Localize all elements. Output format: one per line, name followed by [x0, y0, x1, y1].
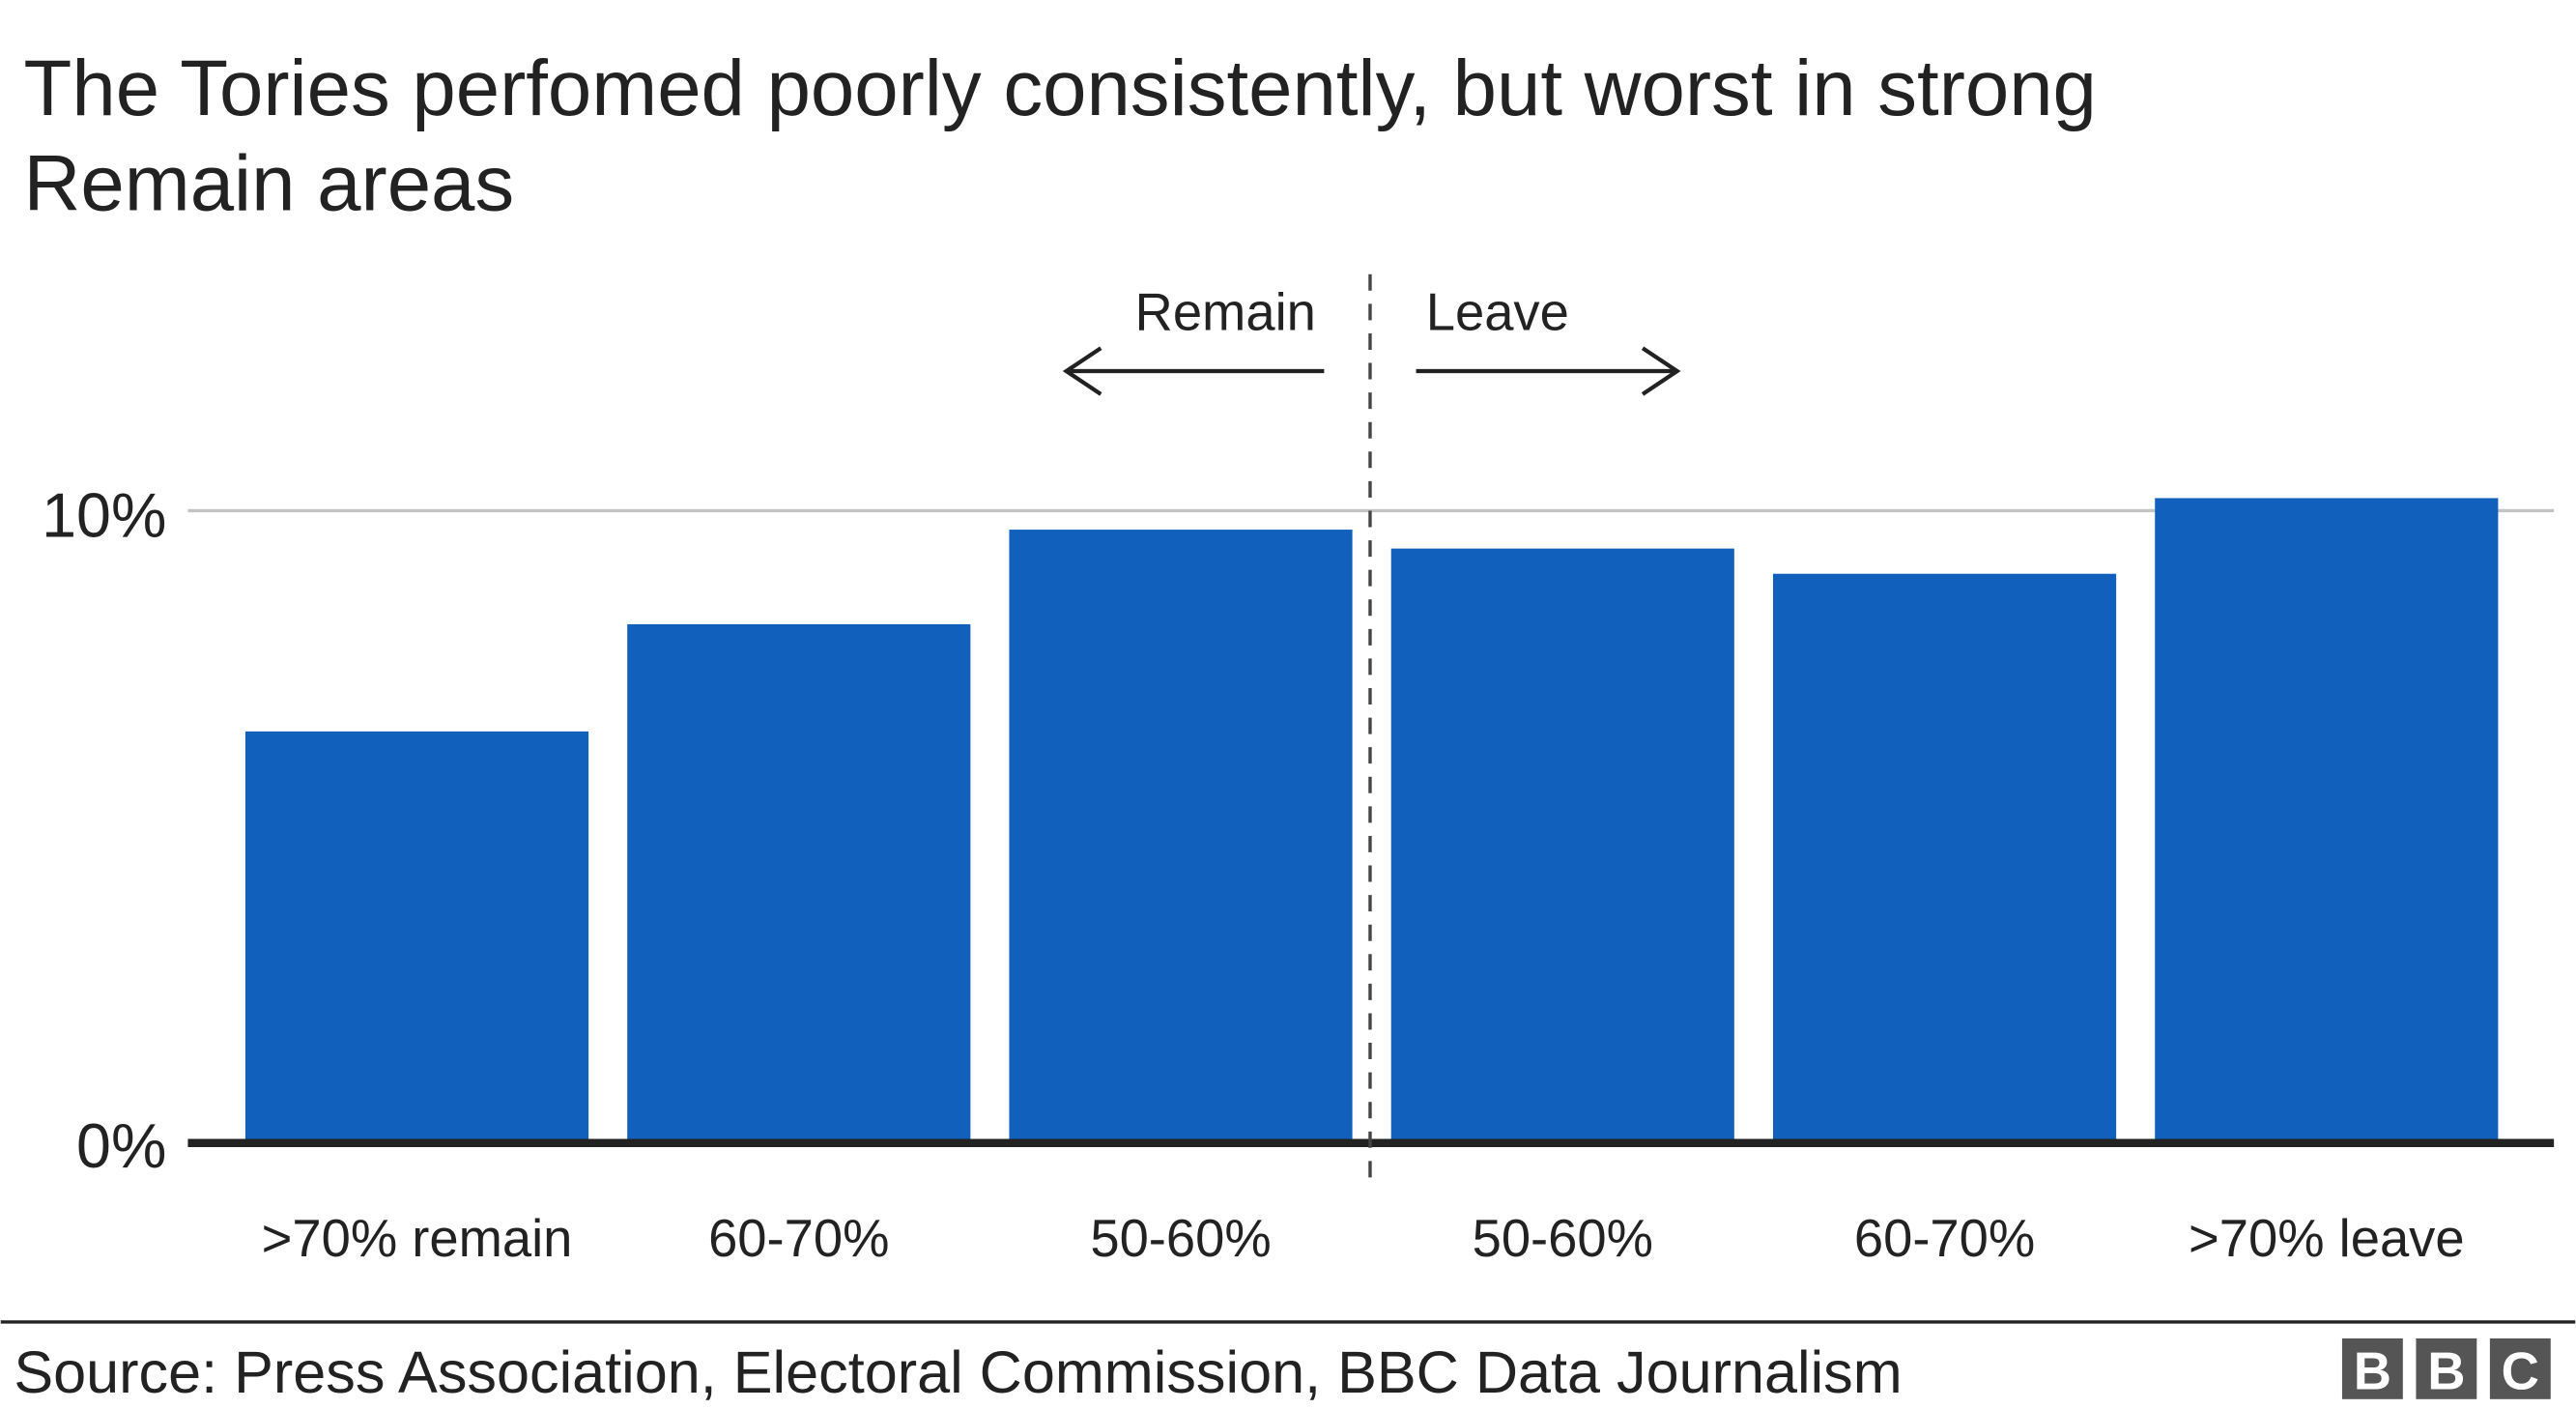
xtick-label-2: 50-60% [1090, 1209, 1271, 1268]
left-arrow-icon [1062, 346, 1325, 396]
bar-3 [1390, 548, 1734, 1142]
chart-title-line-2: Remain areas [24, 140, 515, 228]
ytick-label-0: 0% [76, 1111, 166, 1181]
bar-1 [627, 623, 971, 1142]
remain-annotation: Remain [1135, 283, 1316, 342]
xtick-label-1: 60-70% [708, 1209, 889, 1268]
svg-text:B: B [2354, 1342, 2391, 1401]
leave-annotation: Leave [1426, 283, 1569, 342]
bar-4 [1772, 573, 2117, 1142]
svg-text:C: C [2502, 1342, 2539, 1401]
bar-2 [1009, 530, 1353, 1142]
right-arrow-icon [1416, 346, 1681, 396]
bar-0 [244, 731, 589, 1142]
xtick-label-3: 50-60% [1473, 1209, 1653, 1268]
ytick-label-10: 10% [42, 481, 166, 551]
svg-text:B: B [2427, 1342, 2465, 1401]
bar-5 [2155, 498, 2499, 1142]
xtick-label-5: >70% leave [2189, 1209, 2465, 1268]
chart-title-line-1: The Tories perfomed poorly consistently,… [24, 44, 2097, 132]
bbc-logo: B B C [2341, 1337, 2551, 1401]
xtick-label-4: 60-70% [1854, 1209, 2035, 1268]
xtick-label-0: >70% remain [262, 1209, 573, 1268]
source-text: Source: Press Association, Electoral Com… [14, 1339, 1902, 1405]
